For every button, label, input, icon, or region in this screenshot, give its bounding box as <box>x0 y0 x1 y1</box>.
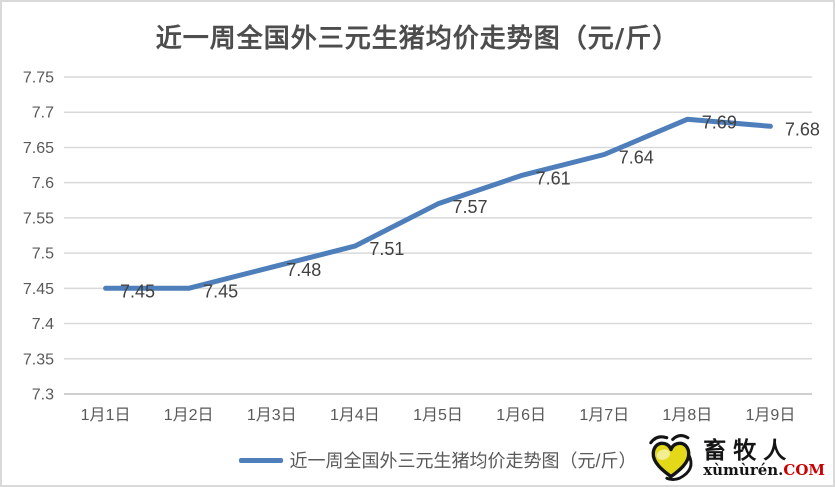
x-tick-label: 1月4日 <box>330 407 380 424</box>
x-tick-label: 1月8日 <box>662 407 712 424</box>
data-label: 7.48 <box>286 260 321 280</box>
price-line-series <box>103 116 773 291</box>
legend: 近一周全国外三元生猪均价走势图（元/斤） <box>2 448 833 472</box>
y-tick-label: 7.55 <box>23 210 54 227</box>
y-tick-label: 7.75 <box>23 70 54 87</box>
y-tick-label: 7.45 <box>23 281 54 298</box>
x-tick-label: 1月3日 <box>247 407 297 424</box>
logo-text: 畜牧人 xùmùrén.COM <box>703 439 825 478</box>
x-tick-label: 1月7日 <box>579 407 629 424</box>
data-label: 7.45 <box>203 281 238 301</box>
data-label: 7.64 <box>619 147 654 167</box>
data-label: 7.69 <box>702 112 737 132</box>
x-tick-label: 1月6日 <box>496 407 546 424</box>
legend-label: 近一周全国外三元生猪均价走势图（元/斤） <box>289 451 637 471</box>
x-tick-label: 1月5日 <box>413 407 463 424</box>
logo-url-domain: xùmùrén. <box>703 460 784 479</box>
x-tick-label: 1月1日 <box>81 407 131 424</box>
data-label: 7.68 <box>785 119 820 139</box>
data-label: 7.57 <box>452 197 487 217</box>
logo-url: xùmùrén.COM <box>703 460 825 479</box>
logo-url-tld: COM <box>783 460 825 479</box>
y-tick-label: 7.65 <box>23 140 54 157</box>
x-tick-label: 1月2日 <box>164 407 214 424</box>
xumuren-logo: 畜牧人 xùmùrén.COM <box>640 428 827 485</box>
y-tick-label: 7.35 <box>23 351 54 368</box>
chart-title: 近一周全国外三元生猪均价走势图（元/斤） <box>155 24 680 54</box>
data-label: 7.61 <box>536 169 571 189</box>
y-tick-label: 7.3 <box>32 387 54 404</box>
data-label: 7.45 <box>120 281 155 301</box>
y-tick-label: 7.7 <box>32 105 54 122</box>
y-tick-label: 7.6 <box>32 175 54 192</box>
y-tick-label: 7.4 <box>32 316 54 333</box>
legend-line-swatch <box>238 457 283 463</box>
logo-name: 畜牧人 <box>703 436 794 464</box>
heart-smiley-icon <box>649 434 693 481</box>
data-label: 7.51 <box>369 239 404 259</box>
y-tick-label: 7.5 <box>32 246 54 263</box>
x-tick-label: 1月9日 <box>746 407 796 424</box>
